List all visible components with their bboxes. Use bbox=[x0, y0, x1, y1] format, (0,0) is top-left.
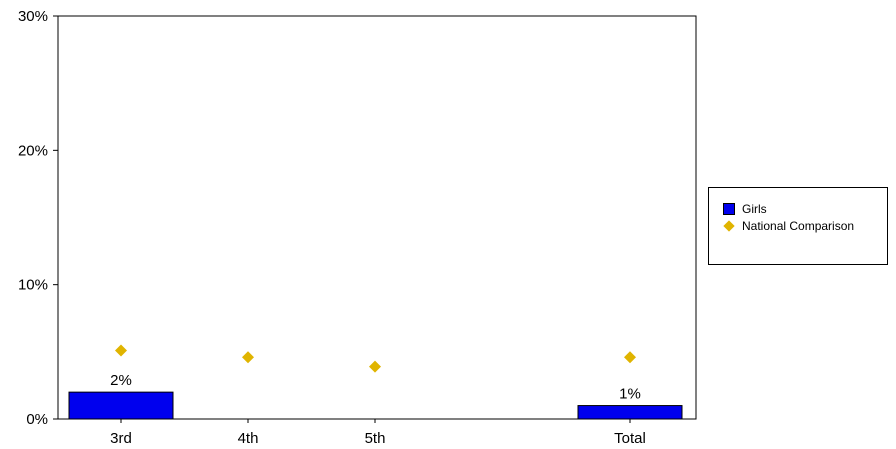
x-axis: 3rd 4th 5th Total bbox=[110, 419, 646, 447]
marker-series-national-comparison bbox=[115, 344, 636, 373]
legend-label-girls: Girls bbox=[742, 202, 767, 216]
legend-label-national-comparison: National Comparison bbox=[742, 219, 855, 233]
y-tick-label: 0% bbox=[26, 411, 48, 428]
y-tick-label: 30% bbox=[18, 8, 48, 25]
legend-item-girls: Girls bbox=[723, 202, 767, 216]
diamond-marker bbox=[115, 344, 127, 357]
x-tick-label: 5th bbox=[365, 430, 386, 447]
plot-area bbox=[57, 15, 697, 420]
bar-data-label: 2% bbox=[110, 372, 132, 389]
diamond-marker bbox=[369, 360, 381, 373]
bar-data-labels: 2% 1% bbox=[110, 372, 641, 402]
diamond-marker bbox=[624, 351, 636, 364]
x-tick-label: 3rd bbox=[110, 430, 132, 447]
bar bbox=[577, 405, 683, 420]
legend: Girls National Comparison bbox=[708, 187, 888, 265]
y-axis: 0% 10% 20% 30% bbox=[18, 8, 58, 428]
diamond-marker bbox=[242, 351, 254, 364]
x-tick-label: 4th bbox=[238, 430, 259, 447]
y-tick-label: 20% bbox=[18, 142, 48, 159]
legend-swatch-national-comparison bbox=[723, 220, 735, 232]
y-tick-label: 10% bbox=[18, 277, 48, 294]
legend-item-national-comparison: National Comparison bbox=[723, 219, 854, 233]
bar bbox=[68, 391, 174, 420]
legend-swatch-girls bbox=[723, 203, 735, 215]
bar-data-label: 1% bbox=[619, 386, 641, 403]
x-tick-label: Total bbox=[614, 430, 646, 447]
bar-series-girls bbox=[68, 391, 683, 420]
